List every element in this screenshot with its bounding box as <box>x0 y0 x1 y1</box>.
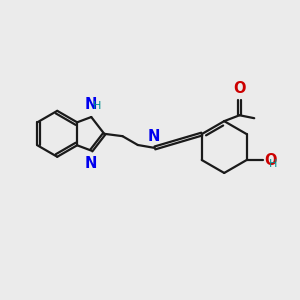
Text: N: N <box>148 128 160 143</box>
Text: O: O <box>264 152 277 167</box>
Text: N: N <box>85 97 97 112</box>
Text: H: H <box>269 158 277 169</box>
Text: O: O <box>233 81 246 96</box>
Text: H: H <box>92 101 101 111</box>
Text: N: N <box>85 156 97 171</box>
